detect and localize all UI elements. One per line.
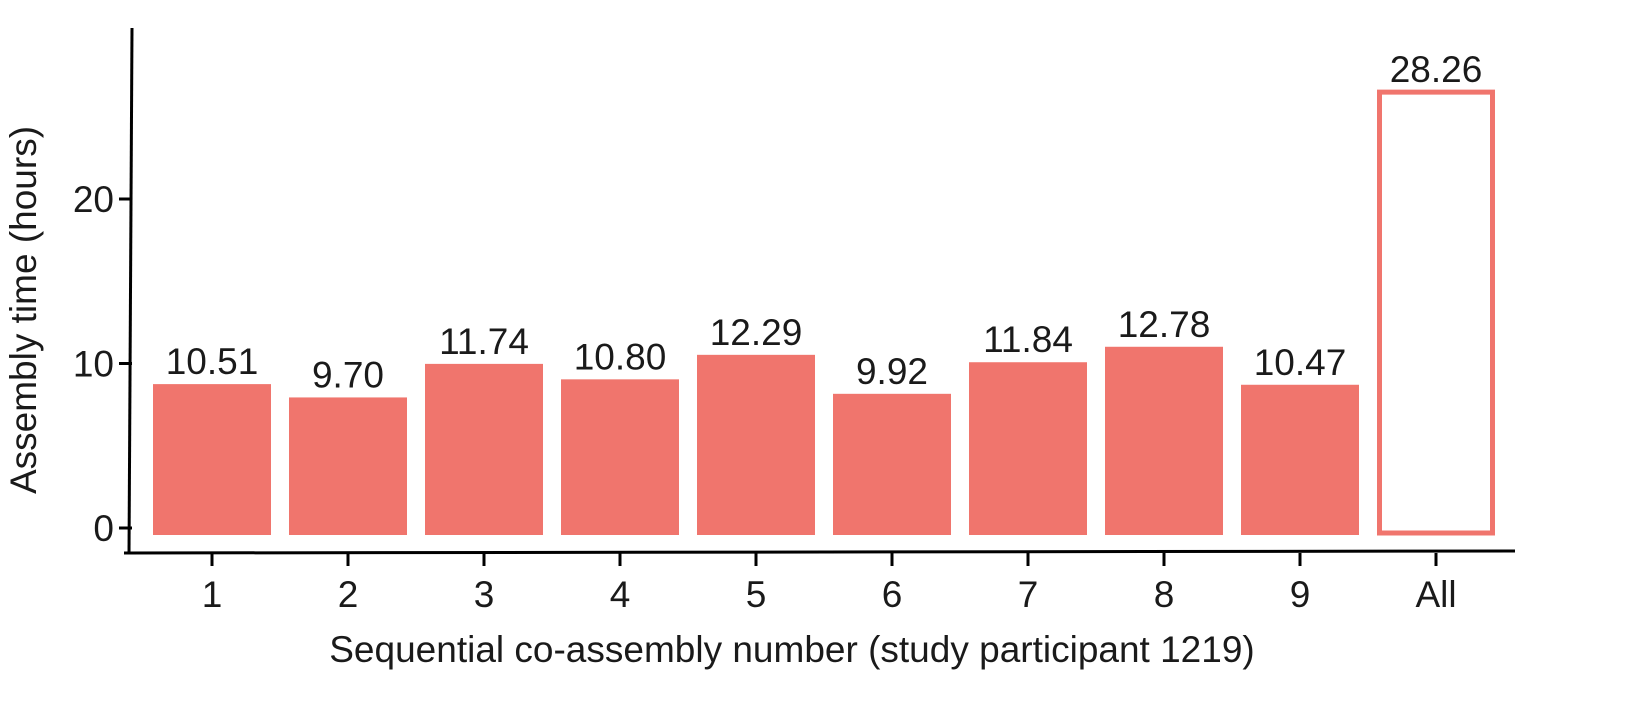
data-label-3: 11.74: [439, 321, 529, 362]
bar-2: [289, 397, 407, 535]
bar-7: [969, 362, 1087, 535]
data-label-5: 12.29: [710, 312, 803, 353]
data-label-9: 10.47: [1254, 342, 1347, 383]
x-tick-label-5: 5: [746, 574, 767, 615]
x-tick-label-1: 1: [202, 574, 223, 615]
x-tick-label-all: All: [1415, 574, 1456, 615]
bars-group: [153, 89, 1495, 536]
x-tick-label-2: 2: [338, 574, 359, 615]
data-label-all: 28.26: [1390, 49, 1483, 90]
bar-8: [1105, 346, 1223, 535]
x-ticks-group: 1 2 3 4 5 6 7 8 9 All: [202, 553, 1457, 615]
y-ticks-group: 0 10 20: [73, 179, 132, 549]
x-tick-label-3: 3: [474, 574, 495, 615]
data-labels-group: 10.51 9.70 11.74 10.80 12.29 9.92 11.84 12.78 10…: [166, 49, 1483, 395]
data-label-6: 9.92: [856, 351, 928, 392]
bar-9: [1241, 384, 1359, 535]
bar-5: [697, 354, 815, 535]
y-tick-label-0: 0: [93, 508, 114, 549]
y-axis-line: [127, 27, 134, 555]
data-label-2: 9.70: [312, 354, 384, 395]
x-axis-title: Sequential co-assembly number (study par…: [329, 629, 1255, 670]
y-axis-title: Assembly time (hours): [3, 126, 44, 494]
x-tick-label-7: 7: [1018, 574, 1039, 615]
x-tick-label-9: 9: [1290, 574, 1311, 615]
y-tick-label-10: 10: [73, 344, 114, 385]
x-axis-line: [123, 549, 1516, 555]
bar-1: [153, 384, 271, 535]
bar-3: [425, 363, 543, 535]
data-label-4: 10.80: [574, 336, 667, 377]
bar-6: [833, 393, 951, 535]
bar-all: [1377, 89, 1495, 536]
x-tick-label-4: 4: [610, 574, 631, 615]
y-tick-label-20: 20: [73, 179, 114, 220]
data-label-8: 12.78: [1118, 304, 1211, 345]
x-tick-label-8: 8: [1154, 574, 1175, 615]
bar-4: [561, 379, 679, 535]
x-tick-label-6: 6: [882, 574, 903, 615]
data-label-1: 10.51: [166, 341, 259, 382]
data-label-7: 11.84: [983, 319, 1073, 360]
